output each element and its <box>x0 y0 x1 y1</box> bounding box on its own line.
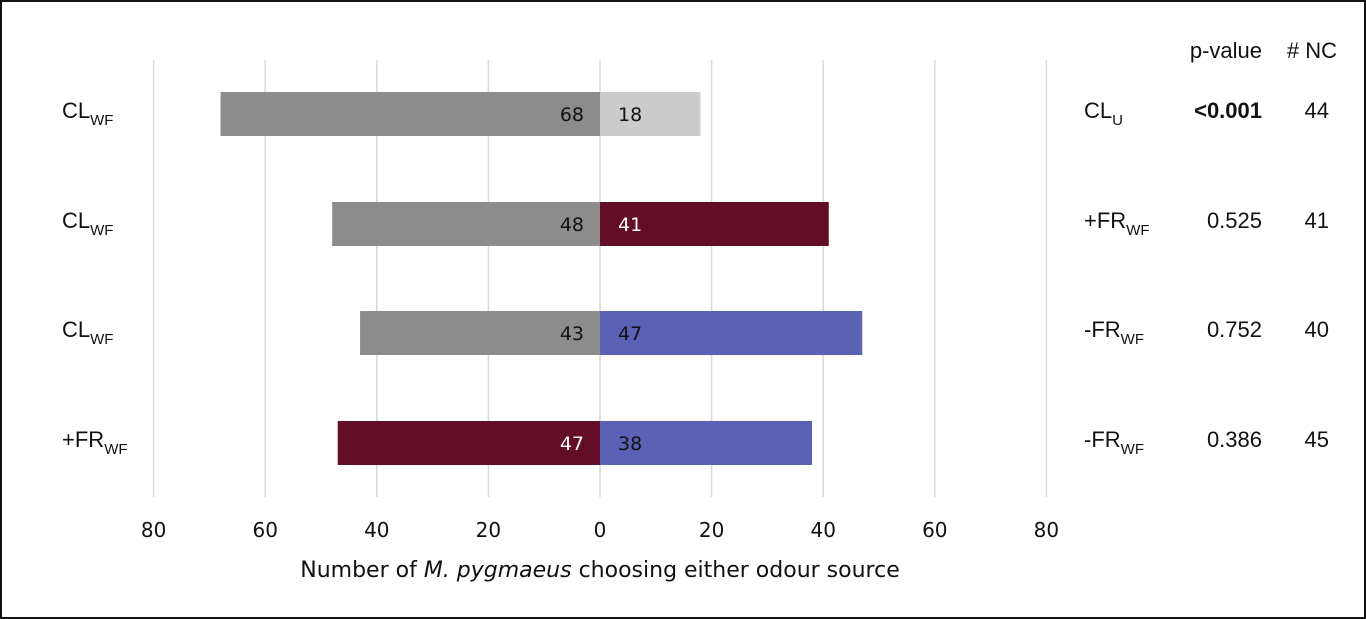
row-label-left: CLWF <box>62 98 113 129</box>
bars-group: 68 18 48 41 43 47 47 38 <box>220 92 863 465</box>
bar-right-value-label: 47 <box>618 323 642 345</box>
x-tick-label: 40 <box>364 518 389 542</box>
row-label-left: +FRWF <box>62 427 128 458</box>
x-axis-title: Number of M. pygmaeus choosing either od… <box>300 558 900 583</box>
bar-right-value-label: 41 <box>618 214 642 236</box>
p-value-cell: 0.525 <box>1207 208 1262 233</box>
bar-right <box>600 92 701 136</box>
nc-cell: 40 <box>1305 317 1329 342</box>
row-labels: CLWF CLU CLWF +FRWF CLWF -FRWF +FRWF -FRWF <box>62 98 1150 458</box>
bar-left <box>220 92 600 136</box>
p-value-cell: <0.001 <box>1194 98 1262 123</box>
bar-left-value-label: 43 <box>560 323 584 345</box>
p-value-header: p-value <box>1190 38 1262 63</box>
bar-right-value-label: 18 <box>618 104 642 126</box>
x-tick-label: 60 <box>252 518 277 542</box>
bar-right <box>600 202 829 246</box>
row-label-right: +FRWF <box>1084 208 1150 239</box>
bar-right <box>600 421 813 465</box>
nc-cell: 41 <box>1305 208 1329 233</box>
row-label-right: -FRWF <box>1084 427 1144 458</box>
x-tick-label: 20 <box>699 518 724 542</box>
bar-left-value-label: 47 <box>560 433 584 455</box>
p-value-cell: 0.386 <box>1207 427 1262 452</box>
row-label-left: CLWF <box>62 317 113 348</box>
nc-cell: 45 <box>1305 427 1329 452</box>
bar-left <box>337 421 600 465</box>
x-tick-label: 80 <box>1034 518 1059 542</box>
bar-right <box>600 311 863 355</box>
x-tick-label: 0 <box>594 518 607 542</box>
p-value-cell: 0.752 <box>1207 317 1262 342</box>
bar-left-value-label: 48 <box>560 214 584 236</box>
x-tick-label: 20 <box>476 518 501 542</box>
x-tick-labels: 80 60 40 20 0 20 40 60 80 <box>141 518 1059 542</box>
bar-left <box>332 202 600 246</box>
bar-right-value-label: 38 <box>618 433 642 455</box>
x-tick-label: 80 <box>141 518 166 542</box>
row-label-right: CLU <box>1084 98 1123 129</box>
bar-left <box>360 311 600 355</box>
row-label-left: CLWF <box>62 208 113 239</box>
stats-columns: <0.001 44 0.525 41 0.752 40 0.386 45 p-value # NC <box>1190 38 1337 452</box>
nc-cell: 44 <box>1305 98 1329 123</box>
x-tick-label: 60 <box>922 518 947 542</box>
nc-header: # NC <box>1287 38 1337 63</box>
bar-left-value-label: 68 <box>560 104 584 126</box>
x-tick-label: 40 <box>810 518 835 542</box>
row-label-right: -FRWF <box>1084 317 1144 348</box>
